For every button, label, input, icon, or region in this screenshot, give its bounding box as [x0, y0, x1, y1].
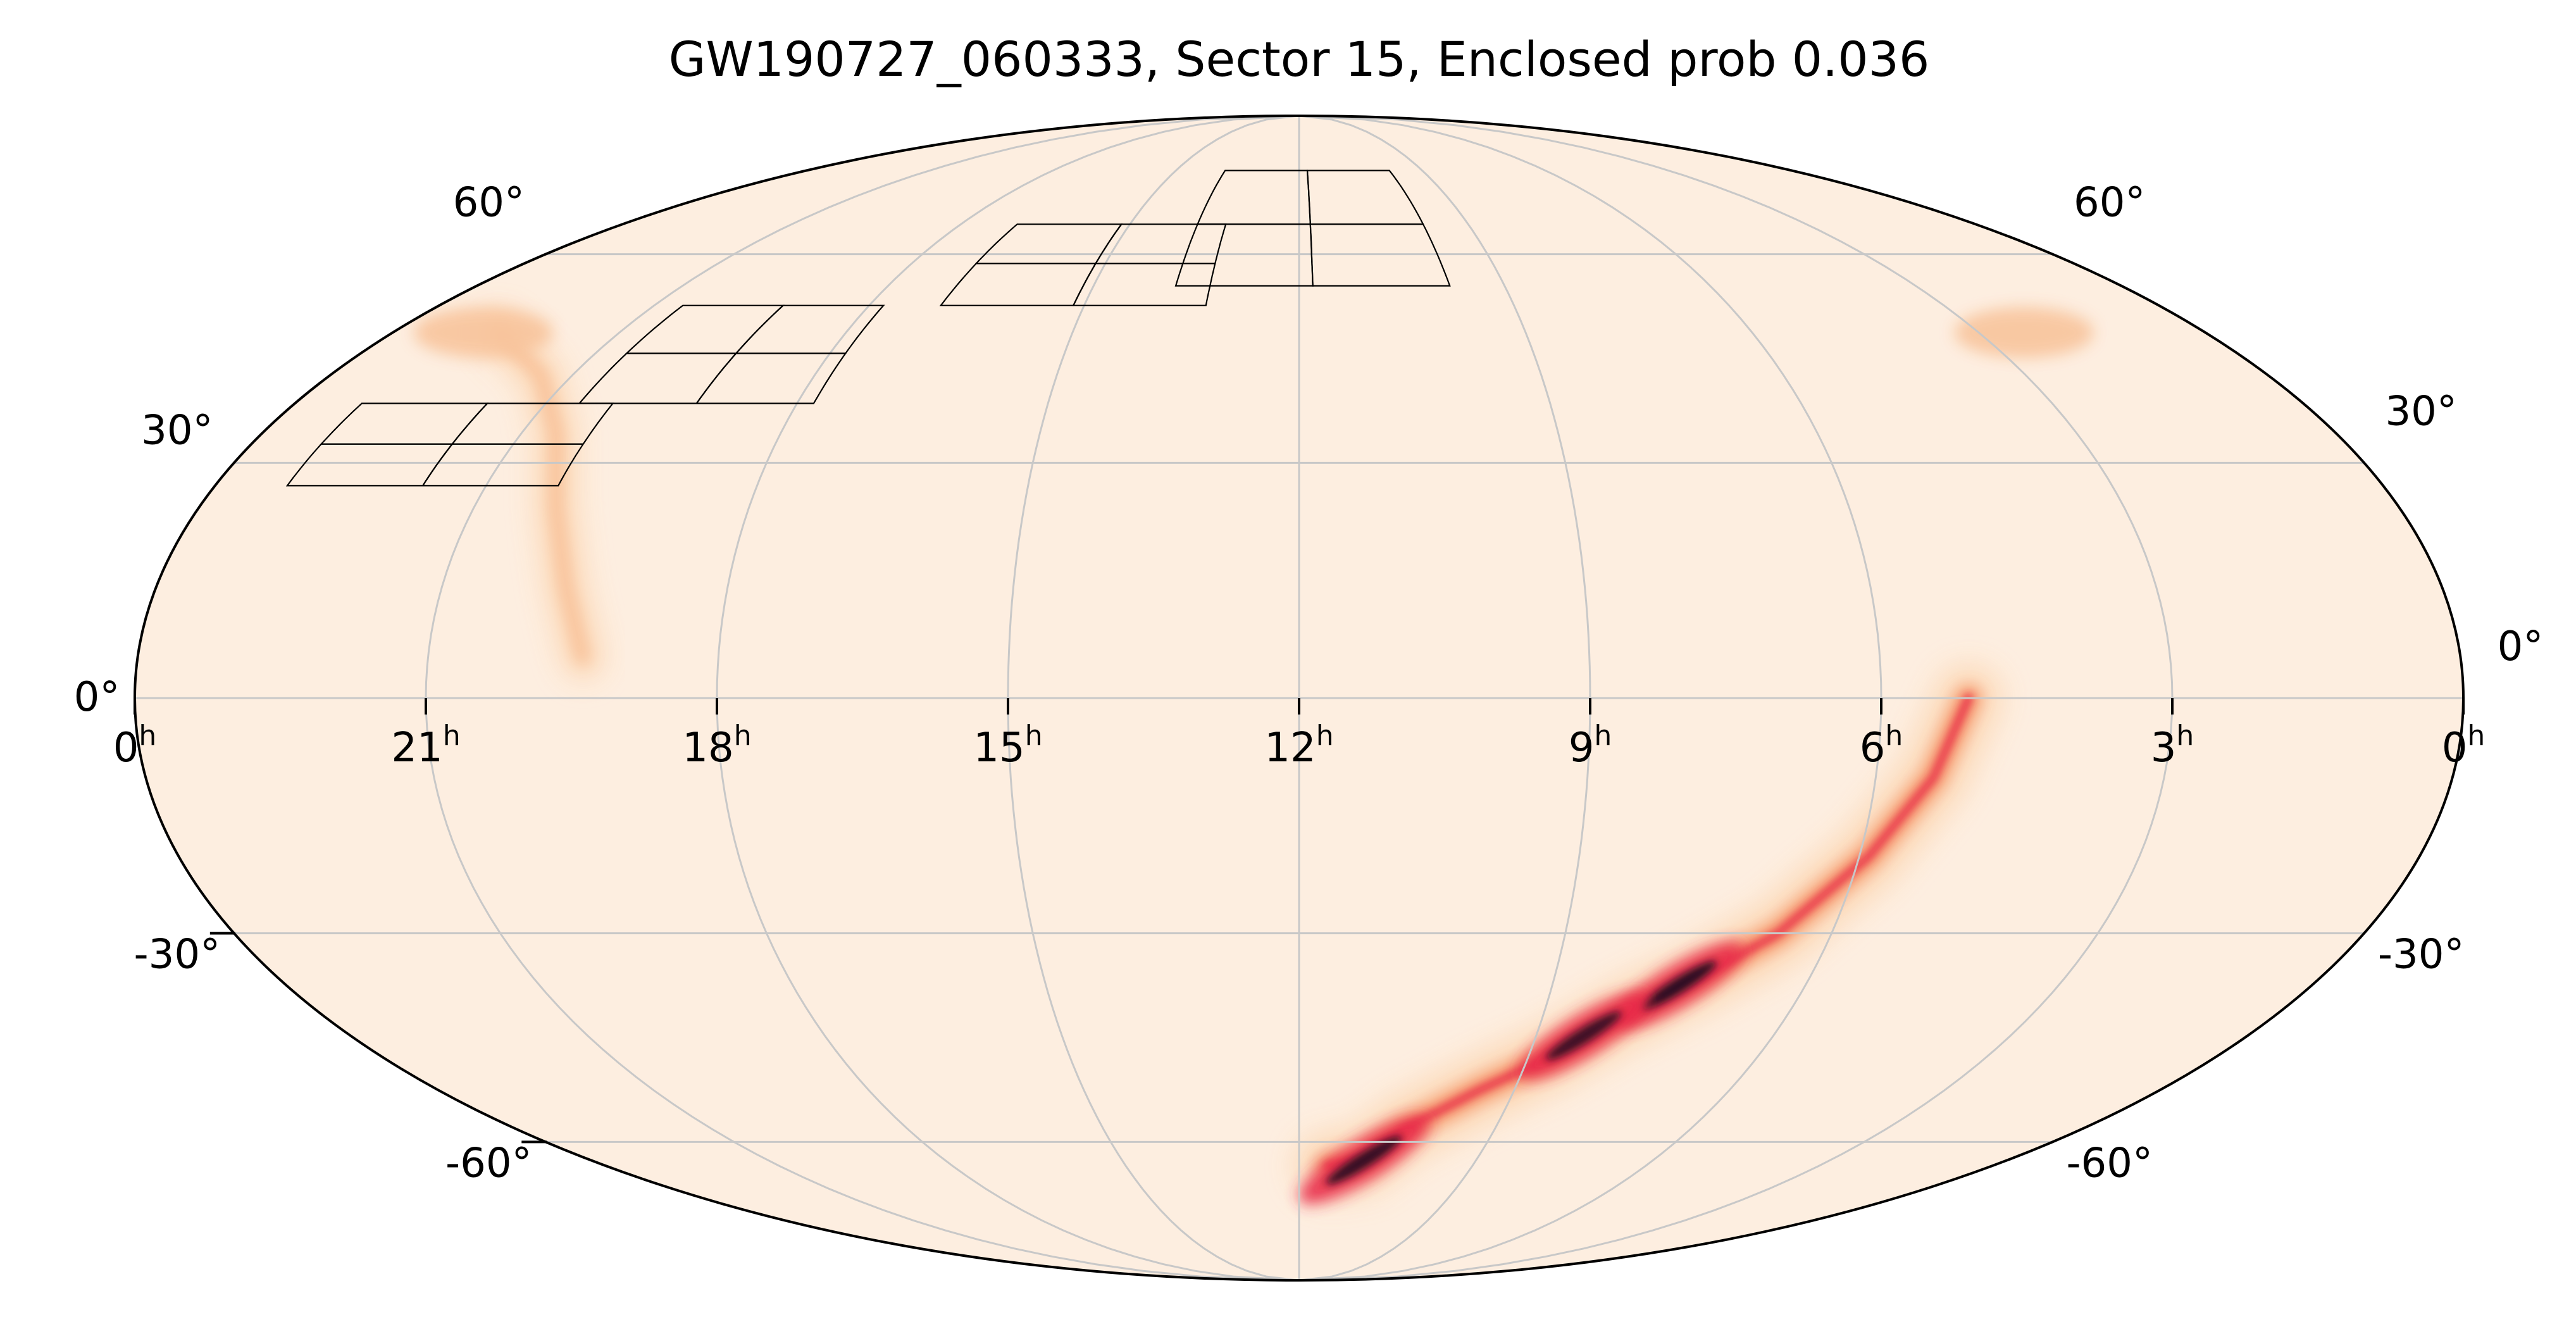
- dec-tick-label-left: -60°: [445, 1140, 532, 1187]
- dec-tick-label-right: 60°: [2074, 180, 2145, 227]
- prob-peak-core: [1641, 961, 1717, 1010]
- prob-polar-patch: [1954, 307, 2094, 358]
- dec-tick-label-right: -30°: [2378, 932, 2465, 978]
- ra-tick-label: 0h: [2442, 720, 2486, 771]
- ccd-cell: [974, 223, 1123, 265]
- ra-tick-unit: h: [734, 720, 752, 752]
- ra-tick-unit: h: [2467, 720, 2485, 752]
- ccd-cell: [320, 403, 489, 445]
- prob-peak-core: [1545, 1011, 1622, 1061]
- dec-tick-label-right: 0°: [2498, 623, 2544, 670]
- ra-tick-unit: h: [2176, 720, 2194, 752]
- ra-tick-unit: h: [1594, 720, 1612, 752]
- ra-tick-unit: h: [139, 720, 156, 752]
- dec-tick-label-left: -30°: [134, 932, 221, 978]
- dec-tick-label-left: 0°: [74, 674, 120, 721]
- ra-tick-unit: h: [1025, 720, 1043, 752]
- tess-footprint: [285, 170, 1451, 487]
- ccd-cell: [1196, 170, 1311, 225]
- prob-polar-patch: [413, 307, 553, 358]
- dec-tick-label-left: 60°: [453, 180, 525, 227]
- probability-heatmap: [413, 307, 2094, 1204]
- dec-tick-label-left: 30°: [141, 407, 213, 454]
- dec-tick-label-right: -60°: [2066, 1140, 2153, 1187]
- ra-tick-unit: h: [1316, 720, 1334, 752]
- ra-tick-unit: h: [443, 720, 461, 752]
- ccd-cell: [625, 304, 785, 354]
- plot-title: GW190727_060333, Sector 15, Enclosed pro…: [669, 31, 1930, 87]
- dec-tick-label-right: 30°: [2385, 388, 2456, 435]
- prob-secondary-band: [491, 325, 590, 665]
- ra-tick-unit: h: [1885, 720, 1903, 752]
- prob-peak-core: [1326, 1135, 1402, 1185]
